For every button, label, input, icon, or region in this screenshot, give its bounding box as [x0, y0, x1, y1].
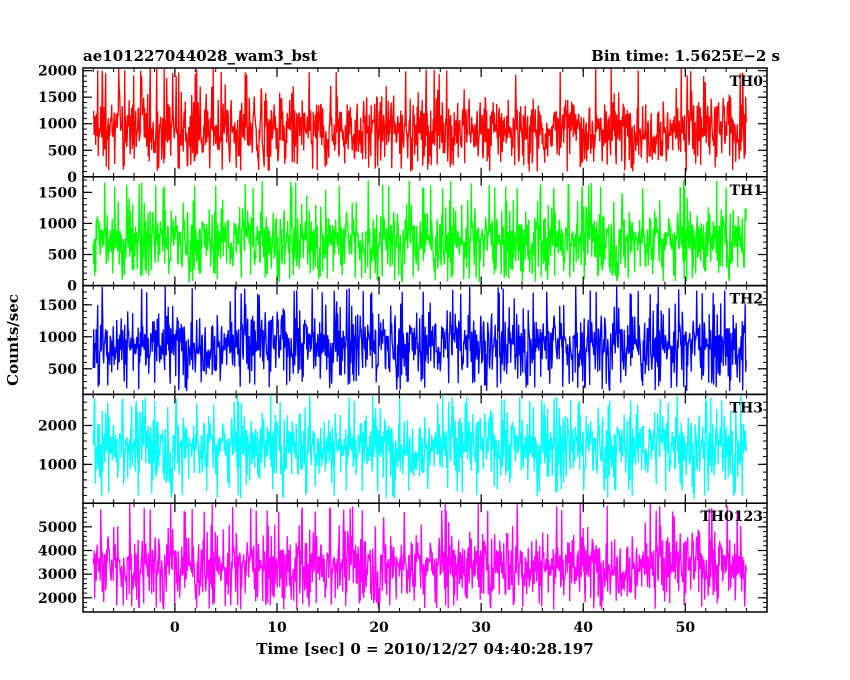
- series-line-th0: [93, 68, 747, 172]
- series-line-th1: [92, 180, 747, 283]
- panel-th0: 0 500 1000 1500 2000 TH0: [38, 64, 768, 186]
- y-tick-label: 1500: [38, 298, 77, 314]
- y-tick-label: 0: [67, 279, 77, 295]
- panel-label-th3: TH3: [730, 400, 763, 416]
- x-tick-label: 10: [267, 620, 287, 636]
- y-tick-label: 3000: [38, 567, 77, 583]
- y-axis-label: Counts/sec: [4, 294, 22, 386]
- x-tick-label: 20: [369, 620, 389, 636]
- y-tick-label: 1000: [38, 457, 77, 473]
- panel-label-th1: TH1: [730, 183, 763, 199]
- y-tick-label: 5000: [38, 520, 77, 536]
- y-tick-label: 1000: [38, 330, 77, 346]
- y-tick-label: 500: [48, 143, 77, 159]
- y-tick-label: 2000: [38, 418, 77, 434]
- bin-time-label: Bin time: 1.5625E−2 s: [591, 47, 780, 65]
- panel-label-th0: TH0: [730, 74, 764, 90]
- series-line-th3: [92, 394, 747, 500]
- y-tick-label: 1000: [38, 117, 77, 133]
- panel-label-th0123: TH0123: [700, 509, 763, 525]
- y-tick-label: 1000: [38, 216, 77, 232]
- x-tick-label: 40: [573, 620, 593, 636]
- x-tick-label: 50: [676, 620, 696, 636]
- panel-th2: 500 1000 1500 TH2: [38, 284, 768, 396]
- series-line-th0123: [92, 503, 747, 610]
- panel-th1: 0 500 1000 1500 TH1: [38, 176, 768, 295]
- series-line-th2: [92, 285, 747, 392]
- panel-frame: [82, 502, 768, 613]
- panel-th3: 1000 2000 TH3: [38, 393, 768, 504]
- y-tick-label: 1500: [38, 185, 77, 201]
- y-tick-label: 0: [67, 170, 77, 186]
- panel-label-th2: TH2: [730, 292, 763, 308]
- chart-title: ae101227044028_wam3_bst: [83, 47, 317, 65]
- y-tick-label: 500: [48, 362, 77, 378]
- y-tick-label: 4000: [38, 544, 77, 560]
- x-tick-label: 0: [170, 620, 180, 636]
- x-tick-label: 30: [471, 620, 491, 636]
- y-tick-label: 2000: [38, 64, 77, 80]
- y-tick-label: 500: [48, 248, 77, 264]
- panel-th0123: 2000 3000 4000 5000 TH0123: [38, 502, 768, 613]
- x-axis-label: Time [sec] 0 = 2010/12/27 04:40:28.197: [256, 640, 593, 658]
- y-tick-label: 2000: [38, 591, 77, 607]
- y-tick-label: 1500: [38, 90, 77, 106]
